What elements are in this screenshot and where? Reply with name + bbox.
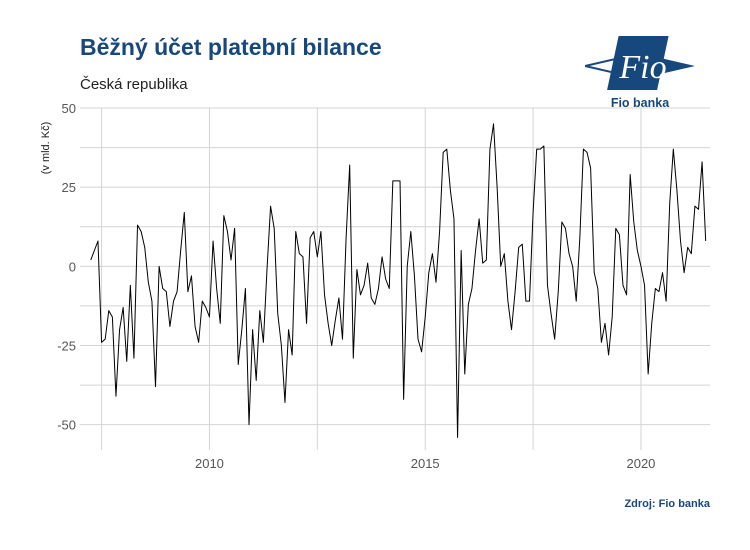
y-tick-label: -50 xyxy=(57,418,76,433)
y-tick-label: 50 xyxy=(62,101,76,116)
series-line xyxy=(90,123,707,438)
fio-logo-wordmark: Fio xyxy=(618,49,666,86)
x-tick-label: 2010 xyxy=(195,456,224,471)
chart-title: Běžný účet platební bilance xyxy=(80,34,382,60)
y-tick-label: -25 xyxy=(57,339,76,354)
y-axis-label: (v mld. Kč) xyxy=(40,122,52,175)
chart-subtitle: Česká republika xyxy=(80,76,188,93)
y-tick-label: 25 xyxy=(62,180,76,195)
fio-logo-icon: Fio xyxy=(584,36,695,90)
y-tick-label: 0 xyxy=(69,259,76,274)
axes: -50 -25 0 25 50 2010 2015 2020 xyxy=(57,101,655,471)
x-tick-label: 2015 xyxy=(411,456,440,471)
source-note: Zdroj: Fio banka xyxy=(624,498,710,510)
x-tick-label: 2020 xyxy=(626,456,655,471)
fio-banka-logo: Fio Fio banka xyxy=(584,34,695,114)
logo-caption: Fio banka xyxy=(610,96,670,110)
series-layer xyxy=(90,123,707,438)
grid xyxy=(80,107,710,450)
